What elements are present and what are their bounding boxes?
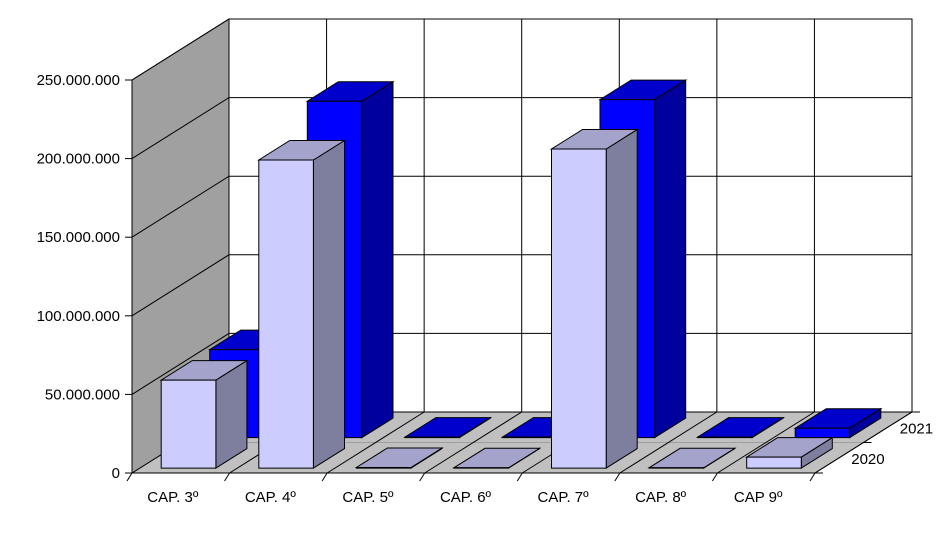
bar-0-5 xyxy=(647,447,737,470)
bar-front xyxy=(258,159,314,469)
bar-side xyxy=(605,128,638,470)
bar-front xyxy=(404,436,460,439)
bar-0-6 xyxy=(744,436,835,470)
x-tick-label: CAP. 7º xyxy=(538,489,590,506)
bar-1-6 xyxy=(793,407,883,439)
x-tick-label: CAP. 8º xyxy=(635,489,687,506)
bar-side xyxy=(654,79,687,439)
y-tick-label: 0 xyxy=(112,465,120,482)
bar-front xyxy=(746,456,802,469)
bar-front xyxy=(697,436,753,439)
x-tick xyxy=(126,472,133,482)
bar-0-2 xyxy=(354,447,444,470)
x-tick xyxy=(419,472,426,482)
x-tick xyxy=(516,472,523,482)
x-tick xyxy=(614,472,621,482)
x-tick xyxy=(321,472,328,482)
y-tick-label: 200.000.000 xyxy=(37,151,120,168)
floor-gridline xyxy=(424,411,522,474)
x-tick xyxy=(224,472,230,482)
y-tick-label: 50.000.000 xyxy=(45,386,120,403)
series-label-2020: 2020 xyxy=(851,451,884,468)
x-tick-label: CAP. 4º xyxy=(245,489,297,506)
x-tick-label: CAP. 6º xyxy=(440,489,492,506)
bar-0-4 xyxy=(549,128,639,470)
x-tick xyxy=(712,472,718,482)
bar-0-3 xyxy=(452,447,542,470)
depth-axis: 2020 2021 xyxy=(814,411,933,474)
floor-gridline xyxy=(717,411,815,474)
y-gridline xyxy=(131,18,912,81)
bar-1-2 xyxy=(403,416,493,439)
bar-front xyxy=(160,379,217,469)
y-tick-label: 150.000.000 xyxy=(37,229,120,246)
x-tick-label: CAP. 5º xyxy=(342,489,394,506)
bar-front xyxy=(355,467,412,469)
series-label-2021: 2021 xyxy=(900,420,933,437)
bars xyxy=(159,79,883,470)
y-axis: 0 50.000.000 100.000.000 150.000.000 200.000… xyxy=(37,72,133,482)
x-tick-label: CAP 9º xyxy=(734,489,783,506)
y-tick-label: 250.000.000 xyxy=(37,72,120,89)
bar-side xyxy=(312,139,345,470)
x-axis: CAP. 3º CAP. 4º CAP. 5º CAP. 6º CAP. 7º CAP. … xyxy=(126,472,816,506)
floor-gridline xyxy=(619,411,718,474)
bar-front xyxy=(501,436,558,439)
y-tick-label: 100.000.000 xyxy=(37,308,120,325)
bar-front xyxy=(794,427,851,439)
bar-0-1 xyxy=(257,139,347,470)
bar-side xyxy=(361,80,394,439)
x-tick xyxy=(809,472,816,482)
x-tick-label: CAP. 3º xyxy=(147,489,199,506)
floor-gridline xyxy=(326,411,425,474)
bar-front xyxy=(551,148,607,469)
bar-1-5 xyxy=(695,416,786,439)
bar-0-0 xyxy=(159,359,249,470)
